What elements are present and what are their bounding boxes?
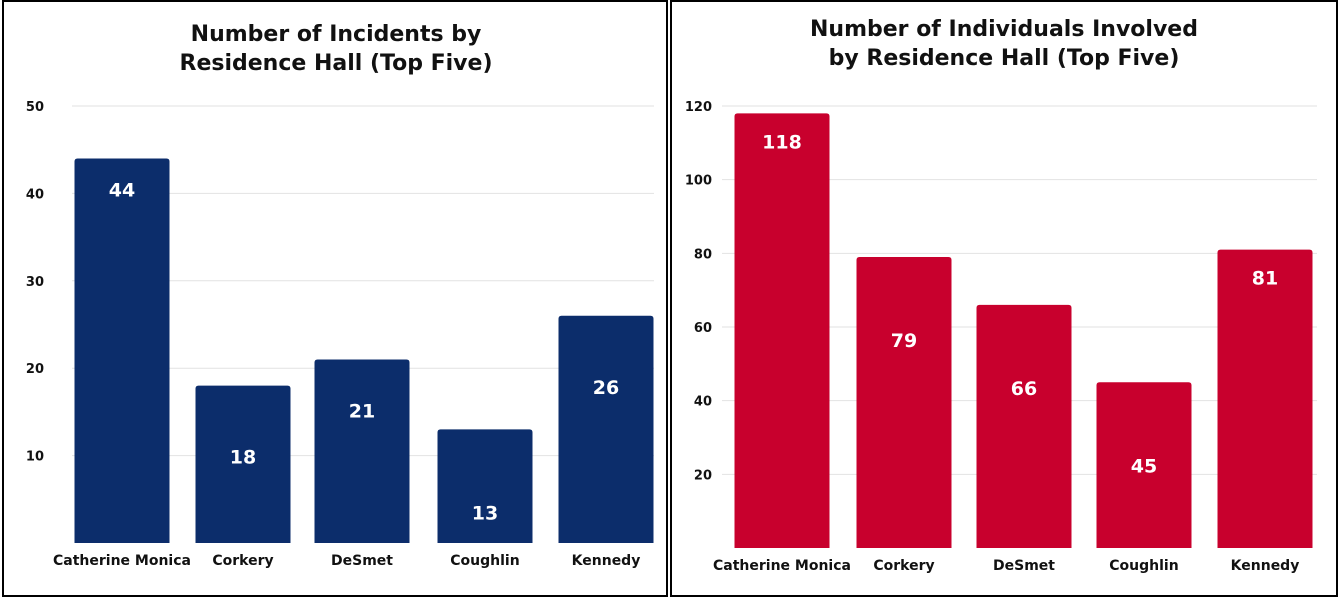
bar-desmet [314, 359, 410, 543]
data-label: 21 [349, 400, 375, 422]
y-tick-label: 10 [26, 450, 44, 465]
y-tick-label: 80 [694, 247, 712, 262]
category-label: Coughlin [450, 553, 519, 569]
incidents-chart-panel: Number of Incidents by Residence Hall (T… [2, 0, 668, 597]
y-tick-label: 100 [685, 174, 712, 189]
bar-catherine-monica [734, 113, 830, 548]
category-label: Catherine Monica [53, 553, 191, 569]
data-label: 13 [472, 502, 498, 524]
category-label: DeSmet [331, 553, 393, 569]
y-tick-label: 120 [685, 100, 712, 115]
bar-kennedy [558, 315, 654, 543]
chart-title-line-1: Number of Incidents by [191, 22, 482, 47]
category-label: DeSmet [993, 558, 1055, 574]
data-label: 81 [1252, 268, 1278, 290]
y-tick-label: 30 [26, 275, 44, 290]
category-label: Corkery [212, 553, 273, 569]
category-label: Kennedy [572, 553, 641, 569]
bar-desmet [976, 304, 1072, 548]
y-tick-label: 20 [26, 362, 44, 377]
y-tick-label: 20 [694, 468, 712, 483]
bar-coughlin [437, 429, 533, 543]
data-label: 26 [593, 377, 619, 399]
data-label: 79 [891, 330, 917, 352]
y-tick-label: 40 [26, 187, 44, 202]
individuals-chart: Number of Individuals Involved by Reside… [685, 17, 1317, 574]
chart-title-line-2: Residence Hall (Top Five) [180, 51, 493, 76]
category-label: Coughlin [1109, 558, 1178, 574]
bar-catherine-monica [74, 158, 170, 543]
y-tick-label: 60 [694, 321, 712, 336]
bar-kennedy [1217, 249, 1313, 548]
data-label: 66 [1011, 378, 1037, 400]
data-label: 118 [762, 131, 802, 153]
data-label: 18 [230, 447, 256, 469]
bar-coughlin [1096, 382, 1192, 548]
incidents-chart: Number of Incidents by Residence Hall (T… [26, 22, 654, 569]
individuals-chart-panel: Number of Individuals Involved by Reside… [670, 0, 1338, 597]
bar-corkery [856, 257, 952, 548]
category-label: Corkery [873, 558, 934, 574]
category-label: Kennedy [1231, 558, 1300, 574]
category-label: Catherine Monica [713, 558, 851, 574]
y-tick-label: 50 [26, 100, 44, 115]
bar-corkery [195, 385, 291, 543]
chart-title-line-2: by Residence Hall (Top Five) [829, 46, 1180, 71]
chart-title-line-1: Number of Individuals Involved [810, 17, 1198, 42]
data-label: 44 [109, 179, 135, 201]
y-tick-label: 40 [694, 395, 712, 410]
data-label: 45 [1131, 455, 1157, 477]
